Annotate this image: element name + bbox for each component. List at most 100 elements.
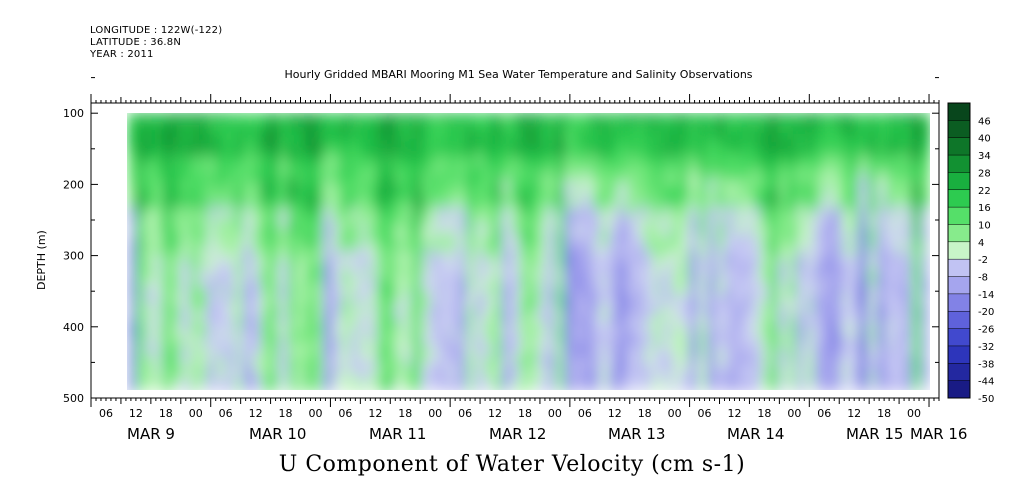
x-hour-label: 12: [608, 407, 622, 420]
heatmap-cell: [662, 113, 673, 123]
heatmap-cell: [287, 286, 298, 296]
heatmap-cell: [225, 372, 235, 383]
heatmap-cell: [796, 364, 807, 374]
heatmap-cell: [814, 147, 824, 158]
heatmap-cell: [225, 173, 235, 184]
heatmap-cell: [849, 113, 860, 123]
heatmap-cell: [528, 242, 539, 253]
heatmap-cell: [626, 372, 637, 383]
heatmap-cell: [742, 346, 753, 357]
heatmap-cell: [644, 277, 655, 288]
heatmap-cell: [412, 216, 423, 227]
heatmap-cell: [457, 113, 467, 123]
heatmap-cell: [760, 216, 771, 227]
heatmap-cell: [751, 320, 762, 331]
heatmap-cell: [760, 182, 771, 192]
heatmap-cell: [617, 381, 628, 390]
heatmap-cell: [412, 312, 423, 322]
heatmap-cell: [582, 277, 592, 288]
heatmap-cell: [510, 260, 521, 270]
heatmap-cell: [912, 147, 923, 158]
heatmap-cell: [216, 225, 227, 236]
heatmap-cell: [305, 225, 316, 236]
heatmap-cell: [501, 190, 512, 201]
heatmap-cell: [564, 338, 575, 348]
heatmap-cell: [367, 372, 378, 383]
heatmap-cell: [867, 234, 878, 244]
heatmap-cell: [243, 242, 253, 253]
heatmap-cell: [787, 139, 798, 149]
heatmap-cell: [421, 234, 432, 244]
heatmap-cell: [903, 364, 914, 374]
heatmap-cell: [626, 199, 637, 210]
heatmap-cell: [885, 208, 896, 218]
heatmap-cell: [153, 312, 164, 322]
heatmap-cell: [385, 173, 396, 184]
heatmap-cell: [385, 156, 396, 166]
heatmap-cell: [466, 199, 476, 210]
heatmap-cell: [519, 139, 530, 149]
heatmap-cell: [251, 234, 262, 244]
heatmap-cell: [662, 251, 673, 262]
heatmap-cell: [689, 199, 699, 210]
heatmap-cell: [323, 346, 334, 357]
heatmap-cell: [466, 113, 476, 123]
heatmap-cell: [287, 225, 298, 236]
heatmap-cell: [376, 147, 387, 158]
heatmap-cell: [269, 139, 280, 149]
heatmap-cell: [849, 251, 860, 262]
heatmap-cell: [894, 312, 905, 322]
heatmap-cell: [412, 346, 423, 357]
heatmap-cell: [376, 312, 387, 322]
heatmap-cell: [350, 199, 360, 210]
heatmap-cell: [171, 139, 182, 149]
heatmap-cell: [269, 121, 280, 132]
heatmap-cell: [287, 260, 298, 270]
heatmap-cell: [296, 173, 307, 184]
heatmap-cell: [216, 173, 227, 184]
heatmap-cell: [251, 182, 262, 192]
heatmap-cell: [635, 121, 646, 132]
x-day-label: MAR 15: [846, 425, 903, 443]
heatmap-cell: [894, 225, 905, 236]
heatmap-cell: [457, 208, 467, 218]
heatmap-cell: [492, 251, 503, 262]
heatmap-cell: [287, 164, 298, 175]
heatmap-cell: [742, 156, 753, 166]
heatmap-cell: [278, 338, 289, 348]
heatmap-cell: [439, 199, 450, 210]
heatmap-cell: [296, 121, 307, 132]
heatmap-cell: [260, 294, 271, 305]
heatmap-cell: [287, 381, 298, 390]
heatmap-cell: [376, 113, 387, 123]
heatmap-cell: [501, 372, 512, 383]
heatmap-cell: [912, 286, 923, 296]
heatmap-cell: [189, 355, 200, 366]
heatmap-cell: [564, 355, 575, 366]
heatmap-cell: [537, 260, 548, 270]
heatmap-cell: [858, 294, 869, 305]
heatmap-cell: [778, 294, 789, 305]
heatmap-cell: [608, 113, 619, 123]
heatmap-cell: [162, 130, 173, 140]
heatmap-cell: [296, 208, 307, 218]
heatmap-cell: [171, 260, 182, 270]
heatmap-cell: [769, 355, 780, 366]
heatmap-cell: [341, 364, 351, 374]
heatmap-cell: [260, 364, 271, 374]
heatmap-cell: [903, 346, 914, 357]
heatmap-cell: [706, 294, 717, 305]
heatmap-cell: [216, 346, 227, 357]
heatmap-cell: [778, 208, 789, 218]
heatmap-cell: [733, 364, 744, 374]
heatmap-cell: [546, 355, 557, 366]
heatmap-cell: [269, 216, 280, 227]
heatmap-cell: [805, 199, 815, 210]
heatmap-cell: [127, 251, 137, 262]
heatmap-cell: [582, 329, 592, 340]
heatmap-cell: [573, 294, 583, 305]
heatmap-cell: [769, 294, 780, 305]
heatmap-cell: [385, 364, 396, 374]
heatmap-cell: [144, 182, 155, 192]
heatmap-cell: [662, 225, 673, 236]
